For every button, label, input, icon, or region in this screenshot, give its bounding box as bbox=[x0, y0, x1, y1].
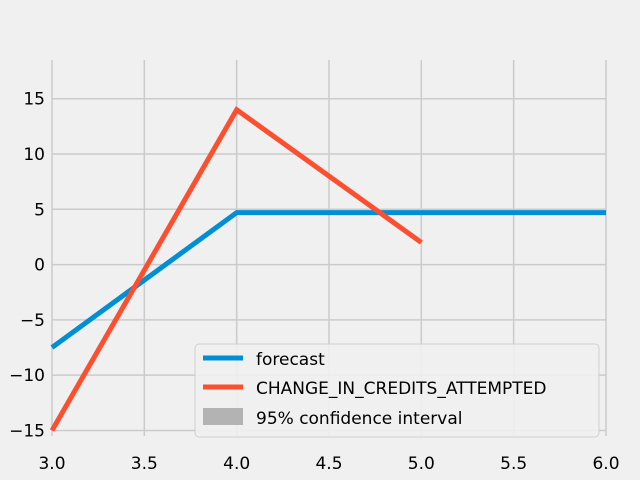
series-line-change-in-credits-attempted bbox=[49, 106, 423, 432]
x-tick-label: 4.0 bbox=[223, 454, 250, 474]
legend-swatch-confidence-interval bbox=[203, 408, 243, 425]
x-tick-label: 6.0 bbox=[592, 454, 619, 474]
y-tick-label: −15 bbox=[9, 421, 45, 441]
x-tick-label: 4.5 bbox=[315, 454, 342, 474]
x-tick-label: 5.5 bbox=[500, 454, 527, 474]
x-tick-label: 3.5 bbox=[131, 454, 158, 474]
y-tick-label: −5 bbox=[20, 311, 45, 331]
legend: forecast CHANGE_IN_CREDITS_ATTEMPTED 95%… bbox=[194, 343, 600, 438]
y-tick-label: 0 bbox=[34, 256, 45, 276]
y-tick-label: −10 bbox=[9, 366, 45, 386]
series-line-forecast bbox=[50, 210, 606, 350]
series-lines bbox=[49, 106, 606, 432]
legend-box bbox=[194, 343, 600, 438]
x-tick-label: 3.0 bbox=[38, 454, 65, 474]
tick-labels: 3.0 3.5 4.0 4.5 5.0 5.5 6.0 −15 −10 −5 0 5 10 15 bbox=[9, 90, 619, 474]
legend-label-confidence-interval: 95% confidence interval bbox=[256, 409, 462, 429]
x-tick-label: 5.0 bbox=[408, 454, 435, 474]
y-tick-label: 10 bbox=[23, 145, 45, 165]
y-tick-label: 15 bbox=[23, 90, 45, 110]
legend-label-forecast: forecast bbox=[256, 350, 325, 370]
grid bbox=[51, 60, 607, 436]
legend-label-change-in-credits-attempted: CHANGE_IN_CREDITS_ATTEMPTED bbox=[256, 379, 547, 399]
y-tick-label: 5 bbox=[34, 200, 45, 220]
